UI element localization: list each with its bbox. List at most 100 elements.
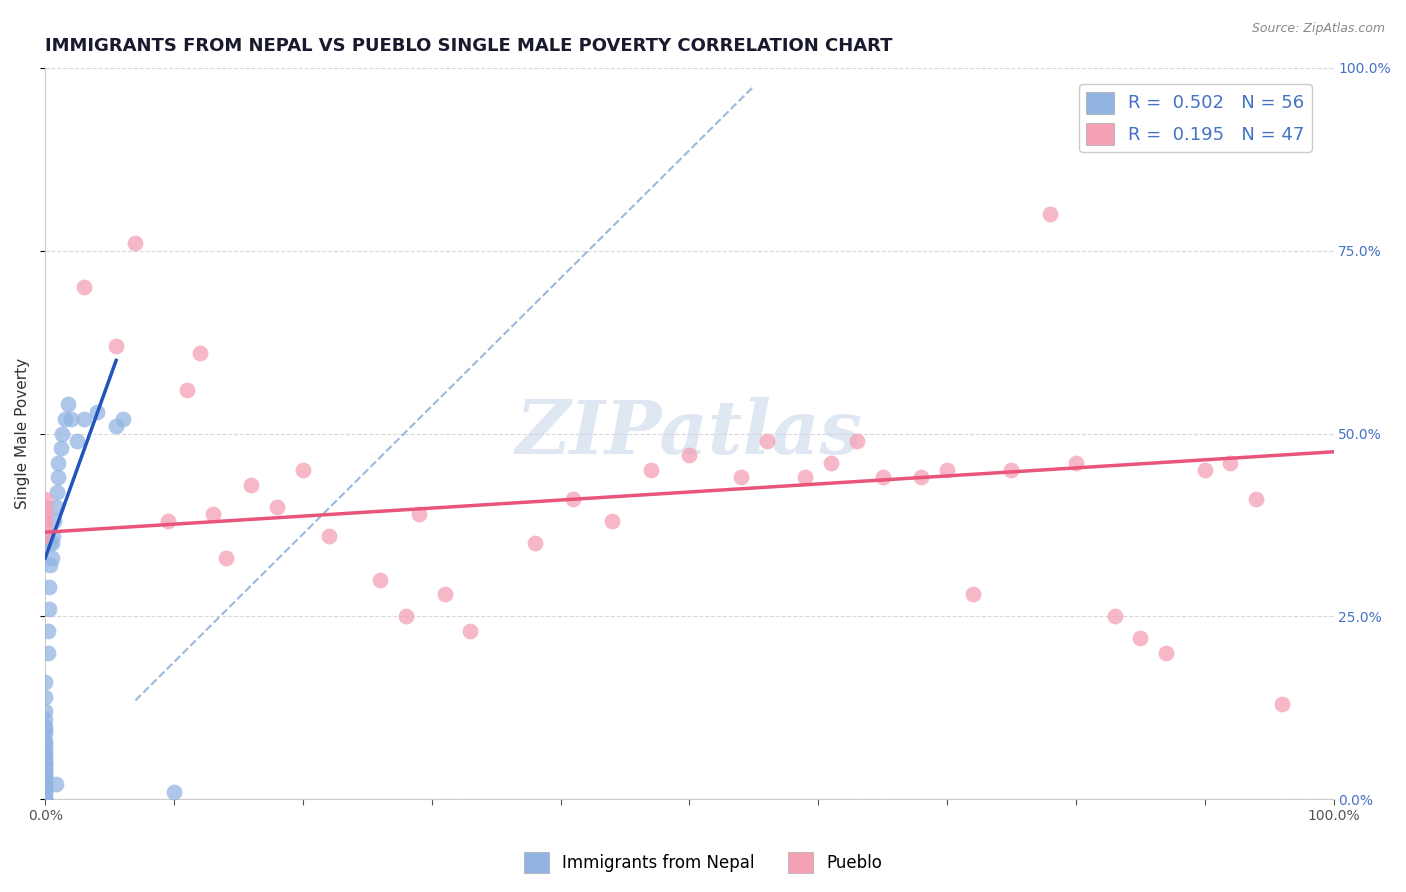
Point	[34, 740, 56, 755]
Point	[34, 763, 56, 777]
Point	[600, 514, 623, 528]
Point	[1000, 463, 1022, 477]
Point	[34, 770, 56, 784]
Point	[34, 712, 56, 726]
Point	[34, 763, 56, 777]
Point	[820, 456, 842, 470]
Point	[1104, 609, 1126, 624]
Legend: R =  0.502   N = 56, R =  0.195   N = 47: R = 0.502 N = 56, R = 0.195 N = 47	[1080, 85, 1312, 152]
Point	[44, 514, 66, 528]
Text: IMMIGRANTS FROM NEPAL VS PUEBLO SINGLE MALE POVERTY CORRELATION CHART: IMMIGRANTS FROM NEPAL VS PUEBLO SINGLE M…	[45, 37, 893, 55]
Point	[34, 675, 56, 690]
Point	[41, 550, 63, 565]
Point	[1154, 646, 1177, 660]
Point	[318, 529, 340, 543]
Point	[962, 587, 984, 601]
Point	[45, 777, 67, 791]
Point	[936, 463, 959, 477]
Text: ZIPatlas: ZIPatlas	[516, 397, 863, 470]
Point	[34, 514, 56, 528]
Point	[1064, 456, 1087, 470]
Legend: Immigrants from Nepal, Pueblo: Immigrants from Nepal, Pueblo	[517, 846, 889, 880]
Point	[34, 770, 56, 784]
Point	[86, 404, 108, 418]
Point	[1219, 456, 1241, 470]
Point	[49, 441, 72, 455]
Point	[34, 522, 56, 536]
Point	[34, 733, 56, 747]
Point	[201, 507, 224, 521]
Point	[640, 463, 662, 477]
Point	[34, 777, 56, 791]
Point	[34, 723, 56, 737]
Y-axis label: Single Male Poverty: Single Male Poverty	[15, 358, 30, 509]
Point	[368, 573, 391, 587]
Point	[34, 756, 56, 770]
Point	[34, 529, 56, 543]
Point	[34, 766, 56, 780]
Point	[38, 580, 60, 594]
Text: Source: ZipAtlas.com: Source: ZipAtlas.com	[1251, 22, 1385, 36]
Point	[34, 690, 56, 704]
Point	[34, 748, 56, 763]
Point	[37, 624, 59, 638]
Point	[1194, 463, 1216, 477]
Point	[34, 500, 56, 514]
Point	[34, 752, 56, 766]
Point	[73, 412, 96, 426]
Point	[1039, 207, 1062, 221]
Point	[34, 759, 56, 773]
Point	[105, 339, 128, 353]
Point	[872, 470, 894, 484]
Point	[214, 550, 236, 565]
Point	[240, 477, 263, 491]
Point	[1244, 492, 1267, 507]
Point	[51, 426, 73, 441]
Point	[45, 500, 67, 514]
Point	[34, 785, 56, 799]
Point	[523, 536, 546, 550]
Point	[39, 558, 62, 573]
Point	[34, 756, 56, 770]
Point	[266, 500, 288, 514]
Point	[34, 792, 56, 806]
Point	[34, 785, 56, 799]
Point	[60, 412, 83, 426]
Point	[124, 236, 146, 251]
Point	[34, 773, 56, 788]
Point	[730, 470, 752, 484]
Point	[46, 456, 69, 470]
Point	[37, 646, 59, 660]
Point	[408, 507, 430, 521]
Point	[163, 785, 186, 799]
Point	[433, 587, 456, 601]
Point	[66, 434, 89, 448]
Point	[73, 280, 96, 294]
Point	[188, 346, 211, 360]
Point	[34, 773, 56, 788]
Point	[794, 470, 817, 484]
Point	[46, 470, 69, 484]
Point	[1271, 697, 1294, 711]
Point	[34, 781, 56, 796]
Point	[41, 536, 63, 550]
Point	[291, 463, 314, 477]
Point	[460, 624, 482, 638]
Point	[395, 609, 418, 624]
Point	[53, 412, 76, 426]
Point	[105, 419, 128, 434]
Point	[34, 792, 56, 806]
Point	[34, 507, 56, 521]
Point	[111, 412, 134, 426]
Point	[34, 704, 56, 718]
Point	[755, 434, 778, 448]
Point	[34, 719, 56, 733]
Point	[34, 726, 56, 740]
Point	[42, 529, 65, 543]
Point	[45, 485, 67, 500]
Point	[1129, 631, 1152, 645]
Point	[58, 397, 80, 411]
Point	[34, 745, 56, 759]
Point	[678, 449, 700, 463]
Point	[562, 492, 585, 507]
